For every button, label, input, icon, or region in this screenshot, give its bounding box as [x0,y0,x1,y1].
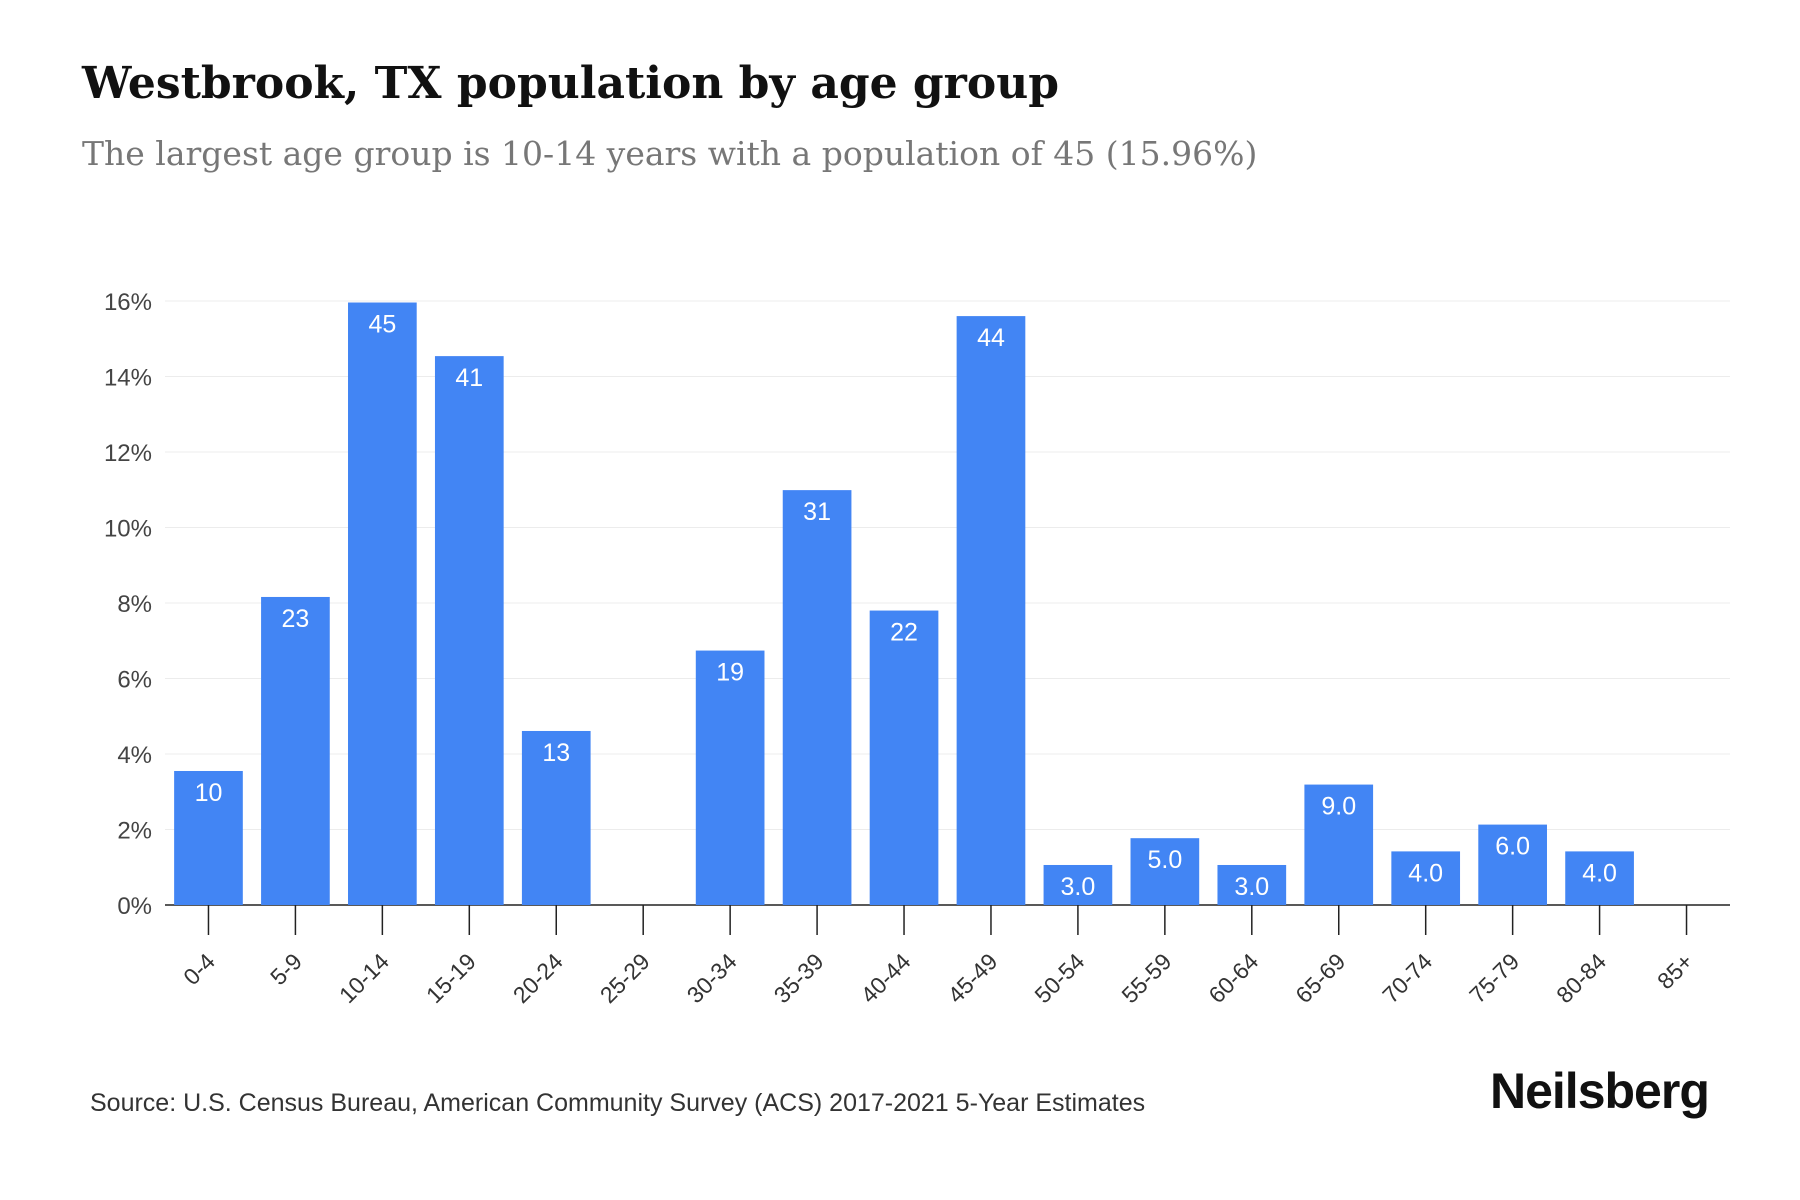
x-tick-label: 55-59 [1116,948,1176,1008]
data-label: 4.0 [1408,859,1443,887]
data-label: 6.0 [1495,833,1530,861]
bar [956,316,1026,906]
x-tick-label: 40-44 [856,948,916,1008]
data-label: 41 [455,364,483,392]
bar [174,770,243,905]
data-label: 3.0 [1061,873,1096,901]
x-tick-label: 5-9 [265,948,307,990]
chart-title: Westbrook, TX population by age group [82,58,1059,109]
x-tick-label: 75-79 [1464,948,1524,1008]
x-tick-label: 0-4 [178,948,220,990]
data-label: 5.0 [1147,846,1182,874]
y-tick-label: 0% [117,893,152,920]
bar [1478,824,1547,905]
y-tick-label: 12% [104,440,152,467]
y-tick-label: 2% [117,818,152,845]
data-label: 10 [195,779,223,807]
x-tick-label: 35-39 [769,948,829,1008]
x-tick-label: 80-84 [1551,948,1611,1008]
data-label: 19 [716,659,744,687]
bar [261,596,330,905]
bar [1565,851,1634,905]
bar [1304,784,1374,905]
data-label: 4.0 [1582,859,1617,887]
data-label: 31 [803,498,831,526]
y-tick-label: 8% [117,591,152,618]
x-tick-label: 10-14 [334,948,394,1008]
data-label: 44 [977,324,1005,352]
bar [1217,864,1287,905]
bar [695,650,765,905]
data-label: 23 [282,605,310,633]
chart-subtitle: The largest age group is 10-14 years wit… [82,134,1258,173]
y-tick-label: 16% [104,289,152,316]
x-tick-label: 65-69 [1290,948,1350,1008]
bar [1043,864,1113,905]
x-tick-label: 30-34 [682,948,742,1008]
bar [869,610,939,905]
x-tick-label: 20-24 [508,948,568,1008]
bar [348,302,417,905]
data-label: 13 [542,739,570,767]
data-label: 45 [368,311,396,339]
source-note: Source: U.S. Census Bureau, American Com… [90,1089,1146,1117]
x-tick-label: 45-49 [943,948,1003,1008]
bar [1391,851,1461,905]
x-tick-label: 50-54 [1029,948,1089,1008]
data-label: 22 [890,619,918,647]
data-label: 9.0 [1321,793,1356,821]
bar [1130,838,1200,905]
bar [434,356,504,905]
y-tick-label: 4% [117,742,152,769]
x-tick-label: 85+ [1652,948,1698,994]
x-tick-label: 60-64 [1203,948,1263,1008]
brand-logo: Neilsberg [1490,1063,1710,1119]
x-tick-label: 70-74 [1377,948,1437,1008]
data-label: 3.0 [1234,873,1269,901]
y-tick-label: 6% [117,667,152,694]
y-tick-label: 14% [104,365,152,392]
bar [521,730,591,905]
x-tick-label: 15-19 [421,948,481,1008]
x-tick-label: 25-29 [595,948,655,1008]
bar [782,490,852,905]
y-tick-label: 10% [104,516,152,543]
